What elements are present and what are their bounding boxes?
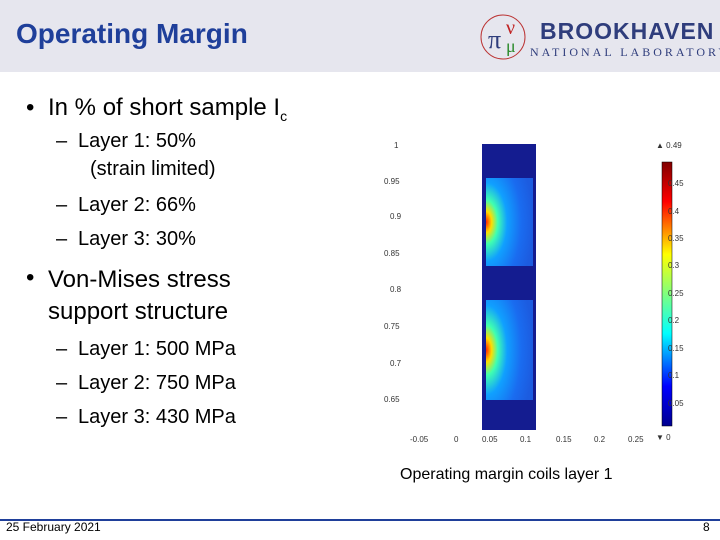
- x-tick-label: 0.2: [594, 435, 606, 444]
- colorbar-tick-label: 0.45: [668, 179, 684, 188]
- slide-header: Operating Margin π ν μ BROOKHAVEN NATION…: [0, 0, 720, 72]
- colorbar-tick-label: 0.4: [668, 207, 680, 216]
- fermilab-seal-icon: π ν μ: [480, 14, 526, 60]
- dash-marker: –: [56, 406, 68, 428]
- colorbar: [661, 161, 673, 427]
- sub-bullet-layer1-stress: Layer 1: 500 MPa: [78, 338, 236, 360]
- sub-bullet-layer3-stress: Layer 3: 430 MPa: [78, 406, 236, 428]
- slide-title: Operating Margin: [16, 18, 248, 49]
- colorbar-max-label: ▲ 0.49: [656, 141, 682, 150]
- dash-marker: –: [56, 372, 68, 394]
- y-tick-label: 0.9: [390, 212, 402, 221]
- sub-bullet-strain-limited: (strain limited): [90, 158, 216, 180]
- dash-marker: –: [56, 338, 68, 360]
- dash-marker: –: [56, 194, 68, 216]
- brookhaven-logo: π ν μ BROOKHAVEN NATIONAL LABORATORY: [472, 6, 720, 68]
- x-tick-label: 0.1: [520, 435, 532, 444]
- bullet-marker: •: [26, 264, 35, 291]
- colorbar-tick-label: 0.15: [668, 344, 684, 353]
- figure-caption: Operating margin coils layer 1: [400, 466, 613, 483]
- sub-bullet-layer3-margin: Layer 3: 30%: [78, 228, 196, 250]
- svg-text:ν: ν: [506, 17, 515, 39]
- colorbar-tick-label: 0.3: [668, 261, 680, 270]
- coil-block-lower: [486, 300, 533, 400]
- colorbar-tick-label: 0.35: [668, 234, 684, 243]
- svg-text:π: π: [488, 25, 501, 54]
- page-number: 8: [703, 520, 710, 534]
- dash-marker: –: [56, 228, 68, 250]
- footer-date: 25 February 2021: [6, 520, 101, 534]
- y-tick-label: 1: [394, 141, 399, 150]
- dash-marker: –: [56, 130, 68, 152]
- x-tick-label: 0: [454, 435, 459, 444]
- y-tick-label: 0.95: [384, 177, 400, 186]
- x-tick-label: 0.05: [482, 435, 498, 444]
- sub-bullet-layer2-margin: Layer 2: 66%: [78, 194, 196, 216]
- colorbar-tick-label: 0.05: [668, 399, 684, 408]
- footer-divider: [0, 519, 720, 521]
- brookhaven-wordmark: BROOKHAVEN: [540, 18, 715, 44]
- operating-margin-plot: 1 0.95 0.9 0.85 0.8 0.75 0.7 0.65 -0.05 …: [384, 141, 684, 444]
- y-tick-label: 0.7: [390, 359, 402, 368]
- y-tick-label: 0.85: [384, 249, 400, 258]
- bullet-marker: •: [26, 94, 35, 121]
- x-tick-label: 0.25: [628, 435, 644, 444]
- sub-bullet-layer2-stress: Layer 2: 750 MPa: [78, 372, 236, 394]
- y-tick-label: 0.65: [384, 395, 400, 404]
- bullet-von-mises: Von-Mises stress support structure: [48, 266, 231, 325]
- y-tick-label: 0.8: [390, 285, 402, 294]
- svg-text:μ: μ: [506, 36, 516, 56]
- bullet-short-sample: In % of short sample Ic: [48, 94, 288, 124]
- colorbar-min-label: ▼ 0: [656, 433, 671, 442]
- coil-block-upper: [486, 178, 533, 266]
- colorbar-tick-label: 0.25: [668, 289, 684, 298]
- x-tick-label: -0.05: [410, 435, 429, 444]
- colorbar-tick-label: 0.1: [668, 371, 680, 380]
- colorbar-tick-label: 0.2: [668, 316, 680, 325]
- x-tick-label: 0.15: [556, 435, 572, 444]
- national-laboratory-wordmark: NATIONAL LABORATORY: [530, 45, 720, 59]
- y-tick-label: 0.75: [384, 322, 400, 331]
- sub-bullet-layer1-margin: Layer 1: 50%: [78, 130, 196, 152]
